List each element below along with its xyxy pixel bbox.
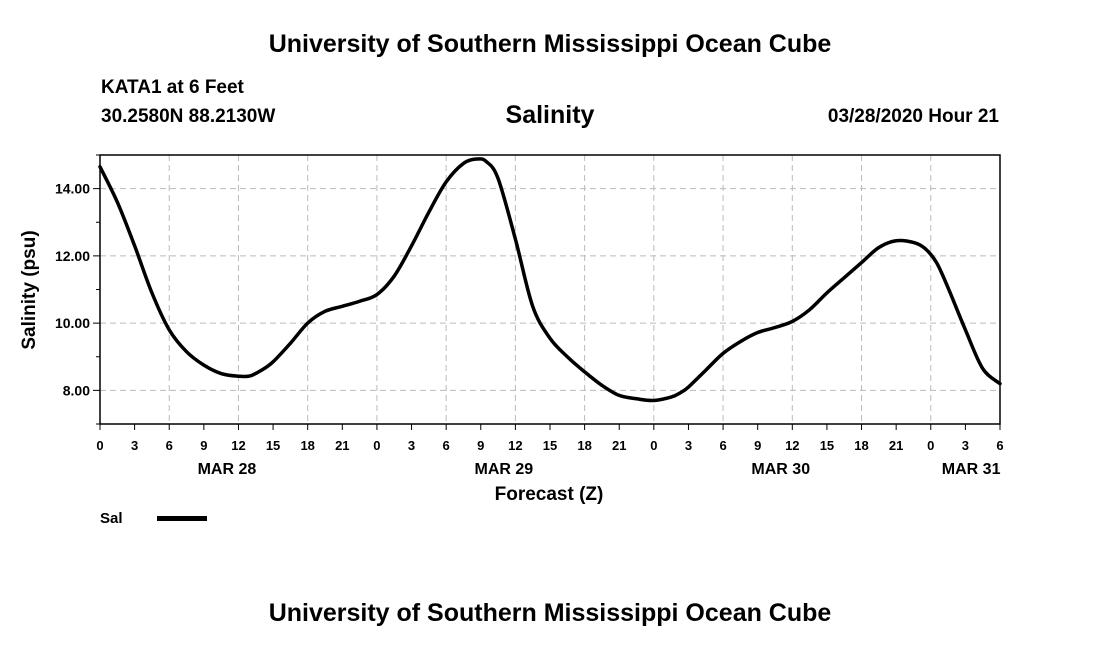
x-tick-label: 12 (785, 438, 799, 453)
y-tick-label: 10.00 (55, 315, 90, 331)
coordinates-label: 30.2580N 88.2130W (101, 106, 276, 127)
datetime-label: 03/28/2020 Hour 21 (827, 106, 999, 127)
date-label: MAR 29 (475, 461, 534, 478)
y-tick-label: 14.00 (55, 181, 90, 197)
x-tick-label: 0 (373, 438, 380, 453)
x-tick-label: 3 (408, 438, 415, 453)
date-label: MAR 28 (198, 461, 257, 478)
x-tick-label: 15 (543, 438, 557, 453)
top-title: University of Southern Mississippi Ocean… (268, 30, 832, 58)
x-tick-label: 3 (685, 438, 692, 453)
x-tick-label: 18 (300, 438, 314, 453)
x-tick-label: 15 (820, 438, 834, 453)
x-tick-label: 6 (443, 438, 450, 453)
x-tick-label: 21 (889, 438, 903, 453)
x-tick-label: 9 (754, 438, 761, 453)
series-line-sal (98, 157, 1002, 403)
grid (100, 155, 1000, 424)
bottom-title: University of Southern Mississippi Ocean… (268, 599, 832, 627)
x-tick-label: 21 (612, 438, 626, 453)
legend-line-swatch (156, 516, 207, 521)
date-label: MAR 30 (751, 461, 810, 478)
tick-layer (93, 154, 1001, 430)
legend-label: Sal (100, 510, 123, 527)
axis-labels: 8.00 10.00 12.00 14.00 0 3 6 9 12 15 18 21 0 3 6 9 12 15 1… (55, 181, 1004, 478)
x-tick-label: 21 (335, 438, 349, 453)
x-tick-label: 18 (854, 438, 868, 453)
x-tick-label: 0 (650, 438, 657, 453)
x-tick-label: 15 (266, 438, 280, 453)
plot-frame (99, 154, 1001, 425)
x-tick-label: 6 (996, 438, 1003, 453)
x-tick-label: 0 (96, 438, 103, 453)
y-axis-title: Salinity (psu) (19, 230, 40, 349)
series-layer (98, 157, 1002, 403)
x-tick-label: 0 (927, 438, 934, 453)
x-tick-label: 9 (477, 438, 484, 453)
x-axis-title: Forecast (Z) (495, 484, 604, 505)
legend: Sal (100, 510, 207, 527)
x-tick-label: 6 (166, 438, 173, 453)
x-tick-label: 3 (131, 438, 138, 453)
x-tick-label: 9 (200, 438, 207, 453)
date-label: MAR 31 (942, 461, 1001, 478)
variable-title: Salinity (505, 101, 595, 129)
y-tick-label: 12.00 (55, 248, 90, 264)
x-tick-label: 12 (231, 438, 245, 453)
y-tick-label: 8.00 (63, 382, 90, 398)
x-tick-label: 18 (577, 438, 591, 453)
x-tick-label: 3 (962, 438, 969, 453)
station-label: KATA1 at 6 Feet (101, 77, 244, 98)
x-tick-label: 12 (508, 438, 522, 453)
x-tick-label: 6 (719, 438, 726, 453)
